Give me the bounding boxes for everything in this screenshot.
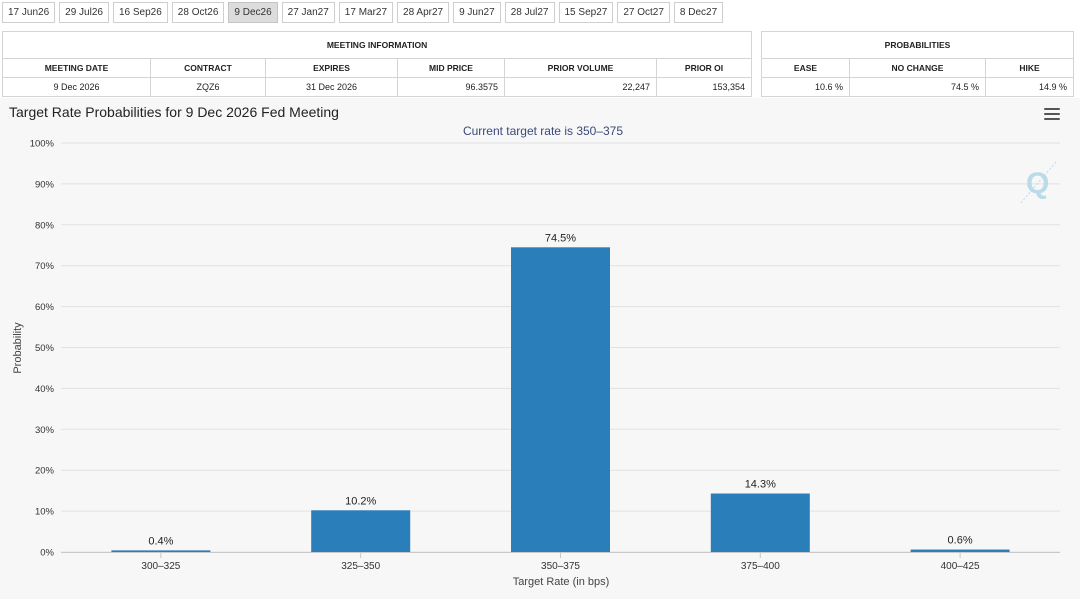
meeting-information-table: MEETING INFORMATION MEETING DATE CONTRAC… xyxy=(1,31,753,97)
tab-17-mar27[interactable]: 17 Mar27 xyxy=(338,2,394,23)
cell-meeting-date: 9 Dec 2026 xyxy=(2,77,151,97)
chart-title: Target Rate Probabilities for 9 Dec 2026… xyxy=(9,104,339,120)
chart-panel: Current target rate is 350–375 0% 10% 20% 30… xyxy=(0,98,1080,599)
header-expires: EXPIRES xyxy=(265,58,398,78)
tab-9-jun27[interactable]: 9 Jun27 xyxy=(453,2,501,23)
header-prior-oi: PRIOR OI xyxy=(655,58,753,78)
x-axis-title: Target Rate (in bps) xyxy=(513,576,610,588)
header-ease: EASE xyxy=(761,58,850,78)
bar-300–325 xyxy=(111,550,211,552)
tab-29-jul26[interactable]: 29 Jul26 xyxy=(59,2,109,23)
y-tick-label: 30% xyxy=(35,425,55,436)
meeting-tabs: 17 Jun26 29 Jul26 16 Sep26 28 Oct26 9 Dec26 2… xyxy=(2,2,724,23)
cell-prior-volume: 22,247 xyxy=(504,77,657,97)
cell-ease: 10.6 % xyxy=(761,77,850,97)
quikstrike-logo-icon: Q xyxy=(1019,161,1057,205)
tab-28-jul27[interactable]: 28 Jul27 xyxy=(504,2,555,23)
data-label: 14.3% xyxy=(745,479,776,491)
y-tick-label: 60% xyxy=(35,302,55,313)
y-tick-label: 90% xyxy=(35,179,55,190)
tab-16-sep26[interactable]: 16 Sep26 xyxy=(112,2,168,23)
y-tick-label: 80% xyxy=(35,220,55,231)
data-label: 0.4% xyxy=(148,535,173,547)
y-tick-label: 10% xyxy=(35,507,55,518)
bar-325–350 xyxy=(311,510,411,552)
cell-no-change: 74.5 % xyxy=(849,77,986,97)
header-no-change: NO CHANGE xyxy=(849,58,986,78)
probabilities-title: PROBABILITIES xyxy=(761,31,1074,59)
table-row: 10.6 % 74.5 % 14.9 % xyxy=(761,77,1074,97)
data-label: 0.6% xyxy=(948,535,973,547)
tab-28-oct26[interactable]: 28 Oct26 xyxy=(171,2,225,23)
cell-prior-oi: 153,354 xyxy=(655,77,753,97)
svg-text:Q: Q xyxy=(1026,167,1049,200)
cell-mid-price: 96.3575 xyxy=(397,77,505,97)
x-tick-label: 375–400 xyxy=(741,561,780,572)
header-hike: HIKE xyxy=(985,58,1074,78)
tab-28-apr27[interactable]: 28 Apr27 xyxy=(397,2,450,23)
y-axis-title: Probability xyxy=(12,322,24,374)
probability-bar-chart: Current target rate is 350–375 0% 10% 20% 30… xyxy=(12,124,1060,588)
bar-400–425 xyxy=(910,549,1010,552)
cell-contract: ZQZ6 xyxy=(150,77,266,97)
header-meeting-date: MEETING DATE xyxy=(2,58,151,78)
data-label: 10.2% xyxy=(345,495,376,507)
cell-expires: 31 Dec 2026 xyxy=(265,77,398,97)
bar-350–375 xyxy=(511,247,610,553)
y-tick-label: 0% xyxy=(40,548,54,559)
tab-27-jan27[interactable]: 27 Jan27 xyxy=(281,2,335,23)
hamburger-menu-icon[interactable] xyxy=(1044,108,1060,121)
x-tick-label: 325–350 xyxy=(341,561,380,572)
x-tick-label: 300–325 xyxy=(141,561,180,572)
y-tick-label: 50% xyxy=(35,343,55,354)
x-tick-label: 350–375 xyxy=(541,561,580,572)
tab-9-dec26[interactable]: 9 Dec26 xyxy=(228,2,278,23)
table-row: 9 Dec 2026 ZQZ6 31 Dec 2026 96.3575 22,2… xyxy=(2,77,753,97)
header-contract: CONTRACT xyxy=(150,58,266,78)
y-tick-label: 100% xyxy=(30,139,55,150)
tab-17-jun26[interactable]: 17 Jun26 xyxy=(2,2,56,23)
y-tick-label: 70% xyxy=(35,261,55,272)
tab-15-sep27[interactable]: 15 Sep27 xyxy=(558,2,614,23)
header-mid-price: MID PRICE xyxy=(397,58,505,78)
y-tick-label: 40% xyxy=(35,384,55,395)
probabilities-table: PROBABILITIES EASE NO CHANGE HIKE 10.6 %… xyxy=(761,31,1074,97)
y-tick-label: 20% xyxy=(35,466,55,477)
data-label: 74.5% xyxy=(545,232,576,244)
chart-subtitle: Current target rate is 350–375 xyxy=(463,124,623,138)
meeting-information-title: MEETING INFORMATION xyxy=(1,31,753,59)
tab-27-oct27[interactable]: 27 Oct27 xyxy=(617,2,670,23)
tab-8-dec27[interactable]: 8 Dec27 xyxy=(673,2,724,23)
bar-375–400 xyxy=(710,493,810,552)
cell-hike: 14.9 % xyxy=(985,77,1074,97)
x-tick-label: 400–425 xyxy=(941,561,980,572)
header-prior-volume: PRIOR VOLUME xyxy=(504,58,657,78)
